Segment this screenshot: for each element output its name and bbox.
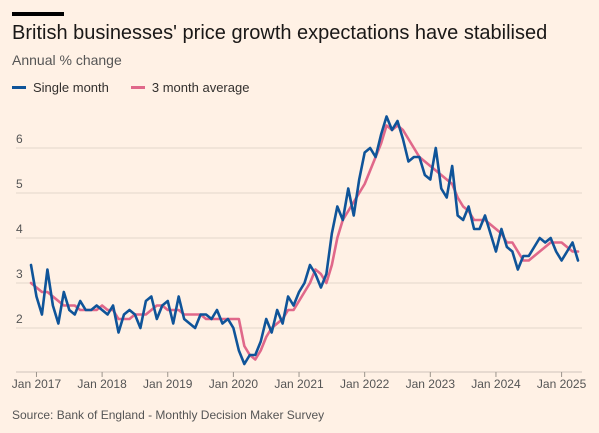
x-tick-label: Jan 2017 <box>12 377 62 391</box>
gridlines <box>16 147 582 373</box>
x-tick-label: Jan 2021 <box>274 377 324 391</box>
series-lines <box>29 115 580 366</box>
source-note: Source: Bank of England - Monthly Decisi… <box>12 408 325 422</box>
x-axis-ticks: Jan 2017 Jan 2018 Jan 2019 Jan 2020 Jan 2021… <box>12 372 587 391</box>
x-tick-label: Jan 2024 <box>471 377 521 391</box>
y-tick-label: 6 <box>16 132 23 146</box>
y-tick-label: 4 <box>16 222 23 236</box>
x-tick-label: Jan 2022 <box>340 377 390 391</box>
legend-swatch-single-month <box>12 86 26 89</box>
y-tick-label: 5 <box>16 177 23 191</box>
y-axis-ticks: 2 3 4 5 6 <box>16 132 23 326</box>
x-tick-label: Jan 2019 <box>143 377 193 391</box>
x-tick-label: Jan 2020 <box>209 377 259 391</box>
y-tick-label: 3 <box>16 267 23 281</box>
x-tick-label: Jan 2023 <box>406 377 456 391</box>
x-tick-label: Jan 2018 <box>77 377 127 391</box>
brand-bar <box>12 12 64 16</box>
legend-swatch-3-month-average <box>130 86 145 89</box>
x-tick-label: Jan 2025 <box>537 377 587 391</box>
chart-subtitle: Annual % change <box>12 52 122 68</box>
legend-label-single-month: Single month <box>33 80 109 95</box>
legend: Single month 3 month average <box>12 80 271 95</box>
series-line-3-month-average <box>29 124 580 361</box>
legend-item-3-month-average: 3 month average <box>130 80 250 95</box>
series-line-single-month <box>29 115 580 366</box>
legend-item-single-month: Single month <box>12 80 109 95</box>
legend-label-3-month-average: 3 month average <box>151 80 250 95</box>
chart-title: British businesses' price growth expecta… <box>12 22 548 44</box>
y-tick-label: 2 <box>16 312 23 326</box>
